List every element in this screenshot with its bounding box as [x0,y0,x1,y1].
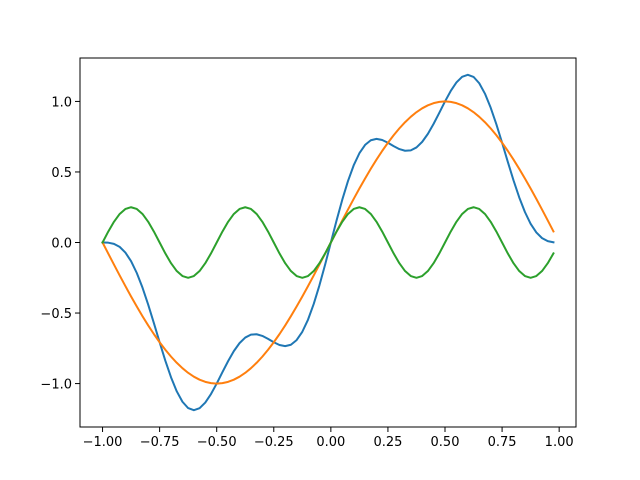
y-tick-label: −0.5 [40,307,72,322]
line-series [101,206,555,279]
x-tick-label: 0.25 [373,435,402,450]
plot-frame [79,57,577,428]
line-series [101,73,555,412]
y-tick-label: −1.0 [40,378,72,393]
y-tick-label: 0.0 [51,237,72,252]
x-tick-label: 1.00 [545,435,574,450]
x-tick-label: −1.00 [83,435,123,450]
y-tick-label: 0.5 [51,166,72,181]
x-tick-label: −0.75 [140,435,180,450]
x-tick-label: 0.50 [431,435,460,450]
x-tick-label: 0.75 [488,435,517,450]
x-tick-label: −0.25 [254,435,294,450]
x-tick-label: −0.50 [197,435,237,450]
y-tick-label: 1.0 [51,95,72,110]
x-tick-label: 0.00 [316,435,345,450]
